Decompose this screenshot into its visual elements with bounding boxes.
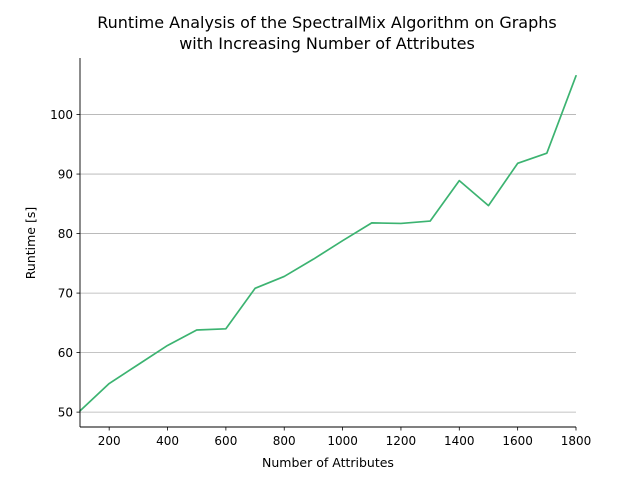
y-tick-label-60: 60 — [58, 346, 73, 360]
gridlines — [80, 114, 576, 413]
x-tick-label-1600: 1600 — [502, 434, 533, 448]
y-tick-label-70: 70 — [58, 286, 73, 300]
x-tick-label-200: 200 — [98, 434, 121, 448]
x-tick-label-1800: 1800 — [561, 434, 592, 448]
y-axis-label: Runtime [s] — [23, 207, 38, 279]
chart-title-line-1: Runtime Analysis of the SpectralMix Algo… — [97, 13, 557, 32]
y-axis-ticks: 50 60 70 80 90 100 — [50, 108, 80, 419]
y-tick-label-90: 90 — [58, 167, 73, 181]
y-tick-label-80: 80 — [58, 227, 73, 241]
x-axis-label: Number of Attributes — [262, 455, 394, 470]
x-axis-ticks: 200 400 600 800 1000 1200 1400 1600 1800 — [98, 427, 592, 448]
x-tick-label-800: 800 — [273, 434, 296, 448]
x-tick-label-1000: 1000 — [327, 434, 358, 448]
series-line-0 — [79, 74, 577, 412]
x-tick-label-400: 400 — [156, 434, 179, 448]
series-group — [79, 74, 577, 412]
chart-title-line-2: with Increasing Number of Attributes — [179, 34, 475, 53]
x-tick-label-600: 600 — [214, 434, 237, 448]
x-tick-label-1200: 1200 — [386, 434, 417, 448]
y-tick-label-100: 100 — [50, 108, 73, 122]
x-tick-label-1400: 1400 — [444, 434, 475, 448]
y-tick-label-50: 50 — [58, 405, 73, 419]
axes — [79, 58, 576, 428]
